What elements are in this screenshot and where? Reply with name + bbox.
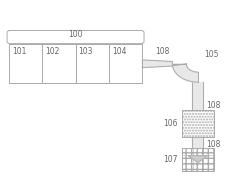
Text: 108: 108 [155, 47, 169, 56]
Text: 107: 107 [164, 155, 178, 164]
Text: 102: 102 [45, 47, 60, 56]
Text: 106: 106 [164, 119, 178, 128]
Polygon shape [172, 62, 186, 66]
Text: 105: 105 [204, 50, 218, 59]
Text: 108: 108 [206, 140, 220, 149]
Text: 104: 104 [112, 47, 126, 56]
Text: 101: 101 [12, 47, 26, 56]
Bar [9, 44, 142, 83]
Polygon shape [172, 64, 198, 82]
Bar [182, 148, 214, 171]
Text: 100: 100 [68, 30, 83, 39]
Text: 108: 108 [206, 101, 220, 110]
Bar [182, 110, 214, 137]
Polygon shape [142, 60, 172, 68]
Polygon shape [188, 156, 207, 163]
Text: 103: 103 [78, 47, 93, 56]
